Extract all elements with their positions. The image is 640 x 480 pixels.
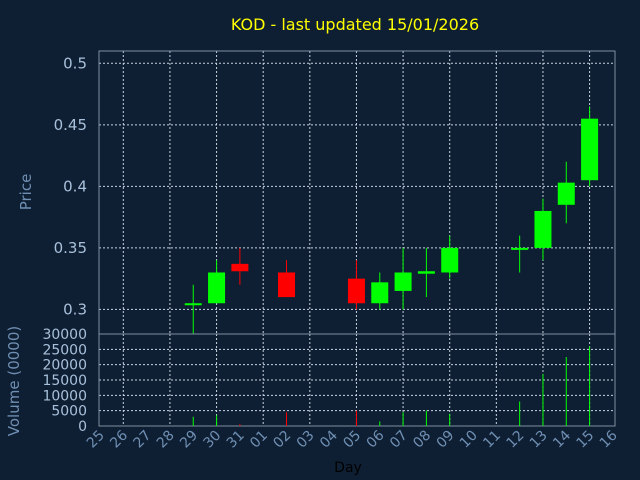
x-tick-label: 12 (504, 428, 528, 452)
x-tick-label: 09 (434, 428, 458, 452)
x-tick-label: 04 (317, 427, 341, 451)
x-tick-label: 30 (200, 428, 224, 452)
price-y-tick-label: 0.45 (54, 116, 87, 134)
x-tick-label: 03 (294, 428, 318, 452)
x-tick-label: 14 (550, 427, 574, 451)
candle-body (557, 182, 575, 205)
x-tick-label: 28 (154, 428, 178, 452)
x-tick-label: 13 (527, 428, 551, 452)
volume-y-tick-label: 0 (78, 419, 87, 435)
volume-bars (192, 346, 591, 426)
x-tick-label: 02 (270, 428, 294, 452)
chart-title: KOD - last updated 15/01/2026 (231, 15, 479, 34)
candle-body (581, 118, 599, 181)
volume-y-axis-label: Volume (0000) (5, 326, 23, 436)
candle-body (231, 263, 249, 272)
x-ticks: 25 26 27 28 29 30 31 01 02 03 04 05 06 07 08 09 10 11 12 13… (84, 427, 621, 451)
volume-y-tick-label: 15000 (42, 373, 87, 389)
x-tick-label: 11 (480, 428, 504, 452)
x-tick-label: 06 (364, 427, 388, 451)
price-y-axis-label: Price (17, 174, 35, 211)
volume-y-tick-label: 5000 (51, 404, 87, 420)
price-y-tick-label: 0.4 (63, 177, 87, 195)
volume-y-tick-label: 30000 (42, 327, 87, 343)
volume-gridlines (99, 334, 615, 426)
volume-plot-frame (98, 333, 616, 427)
volume-y-tick-label: 25000 (42, 342, 87, 358)
x-tick-label: 07 (387, 428, 411, 452)
price-gridlines (99, 51, 615, 334)
x-tick-label: 05 (340, 428, 364, 452)
price-y-tick-label: 0.5 (63, 54, 87, 72)
x-tick-label: 31 (224, 428, 248, 452)
candle-body (208, 272, 226, 304)
candle-body (441, 247, 459, 273)
x-tick-label: 27 (131, 428, 155, 452)
candle-body (417, 271, 435, 274)
volume-y-tick-label: 10000 (42, 388, 87, 404)
x-tick-label: 26 (107, 427, 131, 451)
x-tick-label: 15 (573, 428, 597, 452)
candle-body (394, 272, 412, 291)
x-tick-label: 01 (247, 428, 271, 452)
x-tick-label: 16 (597, 427, 621, 451)
candles (184, 106, 599, 334)
x-tick-label: 25 (84, 428, 108, 452)
x-axis-label: Day (334, 460, 362, 476)
candle-body (278, 272, 296, 298)
candle-body (184, 303, 202, 306)
candle-body (511, 247, 529, 250)
price-y-tick-label: 0.3 (63, 300, 87, 318)
candle-body (371, 282, 389, 304)
candle-body (347, 278, 365, 304)
x-tick-label: 10 (457, 428, 481, 452)
volume-y-tick-label: 20000 (42, 358, 87, 374)
x-tick-label: 29 (177, 428, 201, 452)
price-y-tick-label: 0.35 (54, 239, 87, 257)
candle-body (534, 210, 552, 248)
price-y-ticks: 0.3 0.35 0.4 0.45 0.5 (54, 54, 87, 318)
x-tick-label: 08 (410, 428, 434, 452)
